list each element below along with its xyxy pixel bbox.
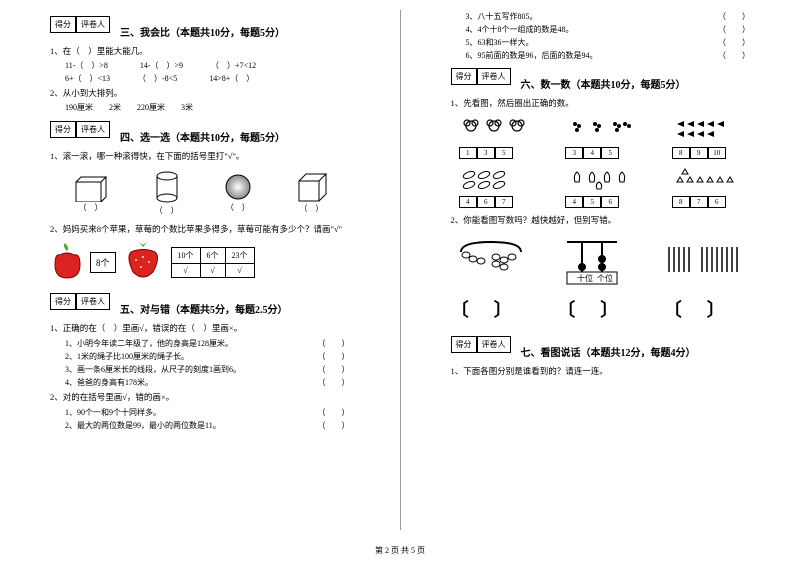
reviewer-label: 评卷人	[76, 121, 110, 138]
score-label: 得分	[451, 68, 477, 85]
shape-label: （ ）	[294, 203, 329, 214]
worksheet-page: 得分 评卷人 三、我会比（本题共10分，每题5分） 1、在（ ）里能大能几。 1…	[20, 10, 780, 540]
shape-sphere: （ ）	[223, 172, 253, 213]
apple-count: 8个	[90, 252, 116, 273]
count-leaves: 467	[459, 167, 529, 208]
q3-2: 2、从小到大排列。	[50, 87, 380, 100]
shape-cylinder: （ ）	[152, 170, 182, 216]
section-6-title: 六、数一数（本题共10分，每题5分）	[521, 76, 781, 91]
reviewer-label: 评卷人	[477, 336, 511, 353]
section-3-title: 三、我会比（本题共10分，每题5分）	[120, 24, 380, 39]
q3-1-line2: 6+（ ）<13 （ ）-8<5 14>8+（ ）	[65, 73, 380, 86]
q7-1: 1、下面各图分别是谁看到的？请连一连。	[451, 365, 781, 378]
tf-item: 4、爸爸的身高有178米。（ ）	[65, 377, 350, 388]
count-fish: 8910	[672, 116, 742, 159]
q4-2: 2、妈妈买来8个苹果，草莓的个数比苹果多得多，草莓可能有多少个？请画"√"	[50, 223, 380, 236]
q3-2-line: 190厘米 2米 220厘米 3米	[65, 102, 380, 115]
q3-1-line1: 11-（ ）>8 14-（ ）>9 （ ）+7<12	[65, 60, 380, 73]
answer-bracket: 〔〕	[557, 296, 643, 322]
shape-label: （ ）	[152, 205, 182, 216]
shape-label: （ ）	[223, 202, 253, 213]
count-garlic: 456	[565, 167, 635, 208]
shape-cuboid: （ ）	[71, 172, 111, 213]
table-header: 6个	[200, 247, 225, 263]
table-cell: √	[225, 263, 254, 277]
q6-2: 2、你能看图写数吗？越快越好，但别写错。	[451, 214, 781, 227]
q6-1: 1、先看图，然后圈出正确的数。	[451, 97, 781, 110]
svg-text:个位: 个位	[597, 273, 613, 283]
shape-label: （ ）	[71, 202, 111, 213]
table-cell: √	[171, 263, 200, 277]
score-label: 得分	[50, 293, 76, 310]
table-cell: √	[200, 263, 225, 277]
strawberry-icon	[121, 242, 166, 282]
reviewer-label: 评卷人	[76, 16, 110, 33]
count-triangles: 876	[672, 167, 742, 208]
shape-cube: （ ）	[294, 171, 329, 214]
section-5-title: 五、对与错（本题共5分，每题2.5分）	[120, 301, 380, 316]
score-label: 得分	[50, 16, 76, 33]
q4-1: 1、滚一滚，哪一种滚得快，在下面的括号里打"√"。	[50, 150, 380, 163]
abacus-item: 十位个位 〔〕	[557, 237, 643, 322]
count-row-1: 135 345 8910	[441, 116, 761, 159]
write-row: 〔〕 十位个位 〔〕 〔〕	[441, 237, 761, 322]
left-column: 得分 评卷人 三、我会比（本题共10分，每题5分） 1、在（ ）里能大能几。 1…	[20, 10, 380, 540]
tf-item: 6、95前面的数是96，后面的数是94。（ ）	[466, 50, 751, 61]
reviewer-label: 评卷人	[477, 68, 511, 85]
count-grapes: 345	[565, 116, 635, 159]
strawberry-table: 10个6个23个 √√√	[171, 247, 255, 278]
svg-text:十位: 十位	[577, 273, 593, 283]
answer-bracket: 〔〕	[664, 296, 750, 322]
q5-1: 1、正确的在（ ）里画√，错误的在（ ）里画×。	[50, 322, 380, 335]
apple-icon	[50, 243, 85, 281]
tf-item: 5、63和36一样大。（ ）	[466, 37, 751, 48]
q5-2: 2、对的在括号里画√，错的画×。	[50, 391, 380, 404]
table-header: 23个	[225, 247, 254, 263]
tf-item: 1、90个一和9个十同样多。（ ）	[65, 407, 350, 418]
beads-item: 〔〕	[451, 237, 537, 322]
count-flowers: 135	[459, 116, 529, 159]
tf-item: 1、小明今年读二年级了，他的身高是128厘米。（ ）	[65, 338, 350, 349]
tf-item: 2、最大的两位数是99，最小的两位数是11。（ ）	[65, 420, 350, 431]
fruit-row: 8个 10个6个23个 √√√	[50, 242, 350, 282]
section-7-title: 七、看图说话（本题共12分，每题4分）	[521, 344, 781, 359]
answer-bracket: 〔〕	[451, 296, 537, 322]
score-label: 得分	[50, 121, 76, 138]
right-column: 3、八十五写作805。（ ） 4、4个十8个一组成的数是48。（ ） 5、63和…	[421, 10, 781, 540]
tally-item: 〔〕	[664, 237, 750, 322]
score-label: 得分	[451, 336, 477, 353]
column-divider	[400, 10, 401, 530]
count-row-2: 467 456 876	[441, 167, 761, 208]
q3-1: 1、在（ ）里能大能几。	[50, 45, 380, 58]
page-footer: 第 2 页 共 5 页	[20, 545, 780, 556]
tf-item: 4、4个十8个一组成的数是48。（ ）	[466, 24, 751, 35]
tf-item: 3、八十五写作805。（ ）	[466, 11, 751, 22]
shapes-row: （ ） （ ） （ ） （ ）	[50, 170, 350, 216]
tf-item: 3、画一条6厘米长的线段，从尺子的刻度1画到6。（ ）	[65, 364, 350, 375]
section-4-title: 四、选一选（本题共10分，每题5分）	[120, 129, 380, 144]
reviewer-label: 评卷人	[76, 293, 110, 310]
table-header: 10个	[171, 247, 200, 263]
tf-item: 2、1米的绳子比100厘米的绳子长。（ ）	[65, 351, 350, 362]
